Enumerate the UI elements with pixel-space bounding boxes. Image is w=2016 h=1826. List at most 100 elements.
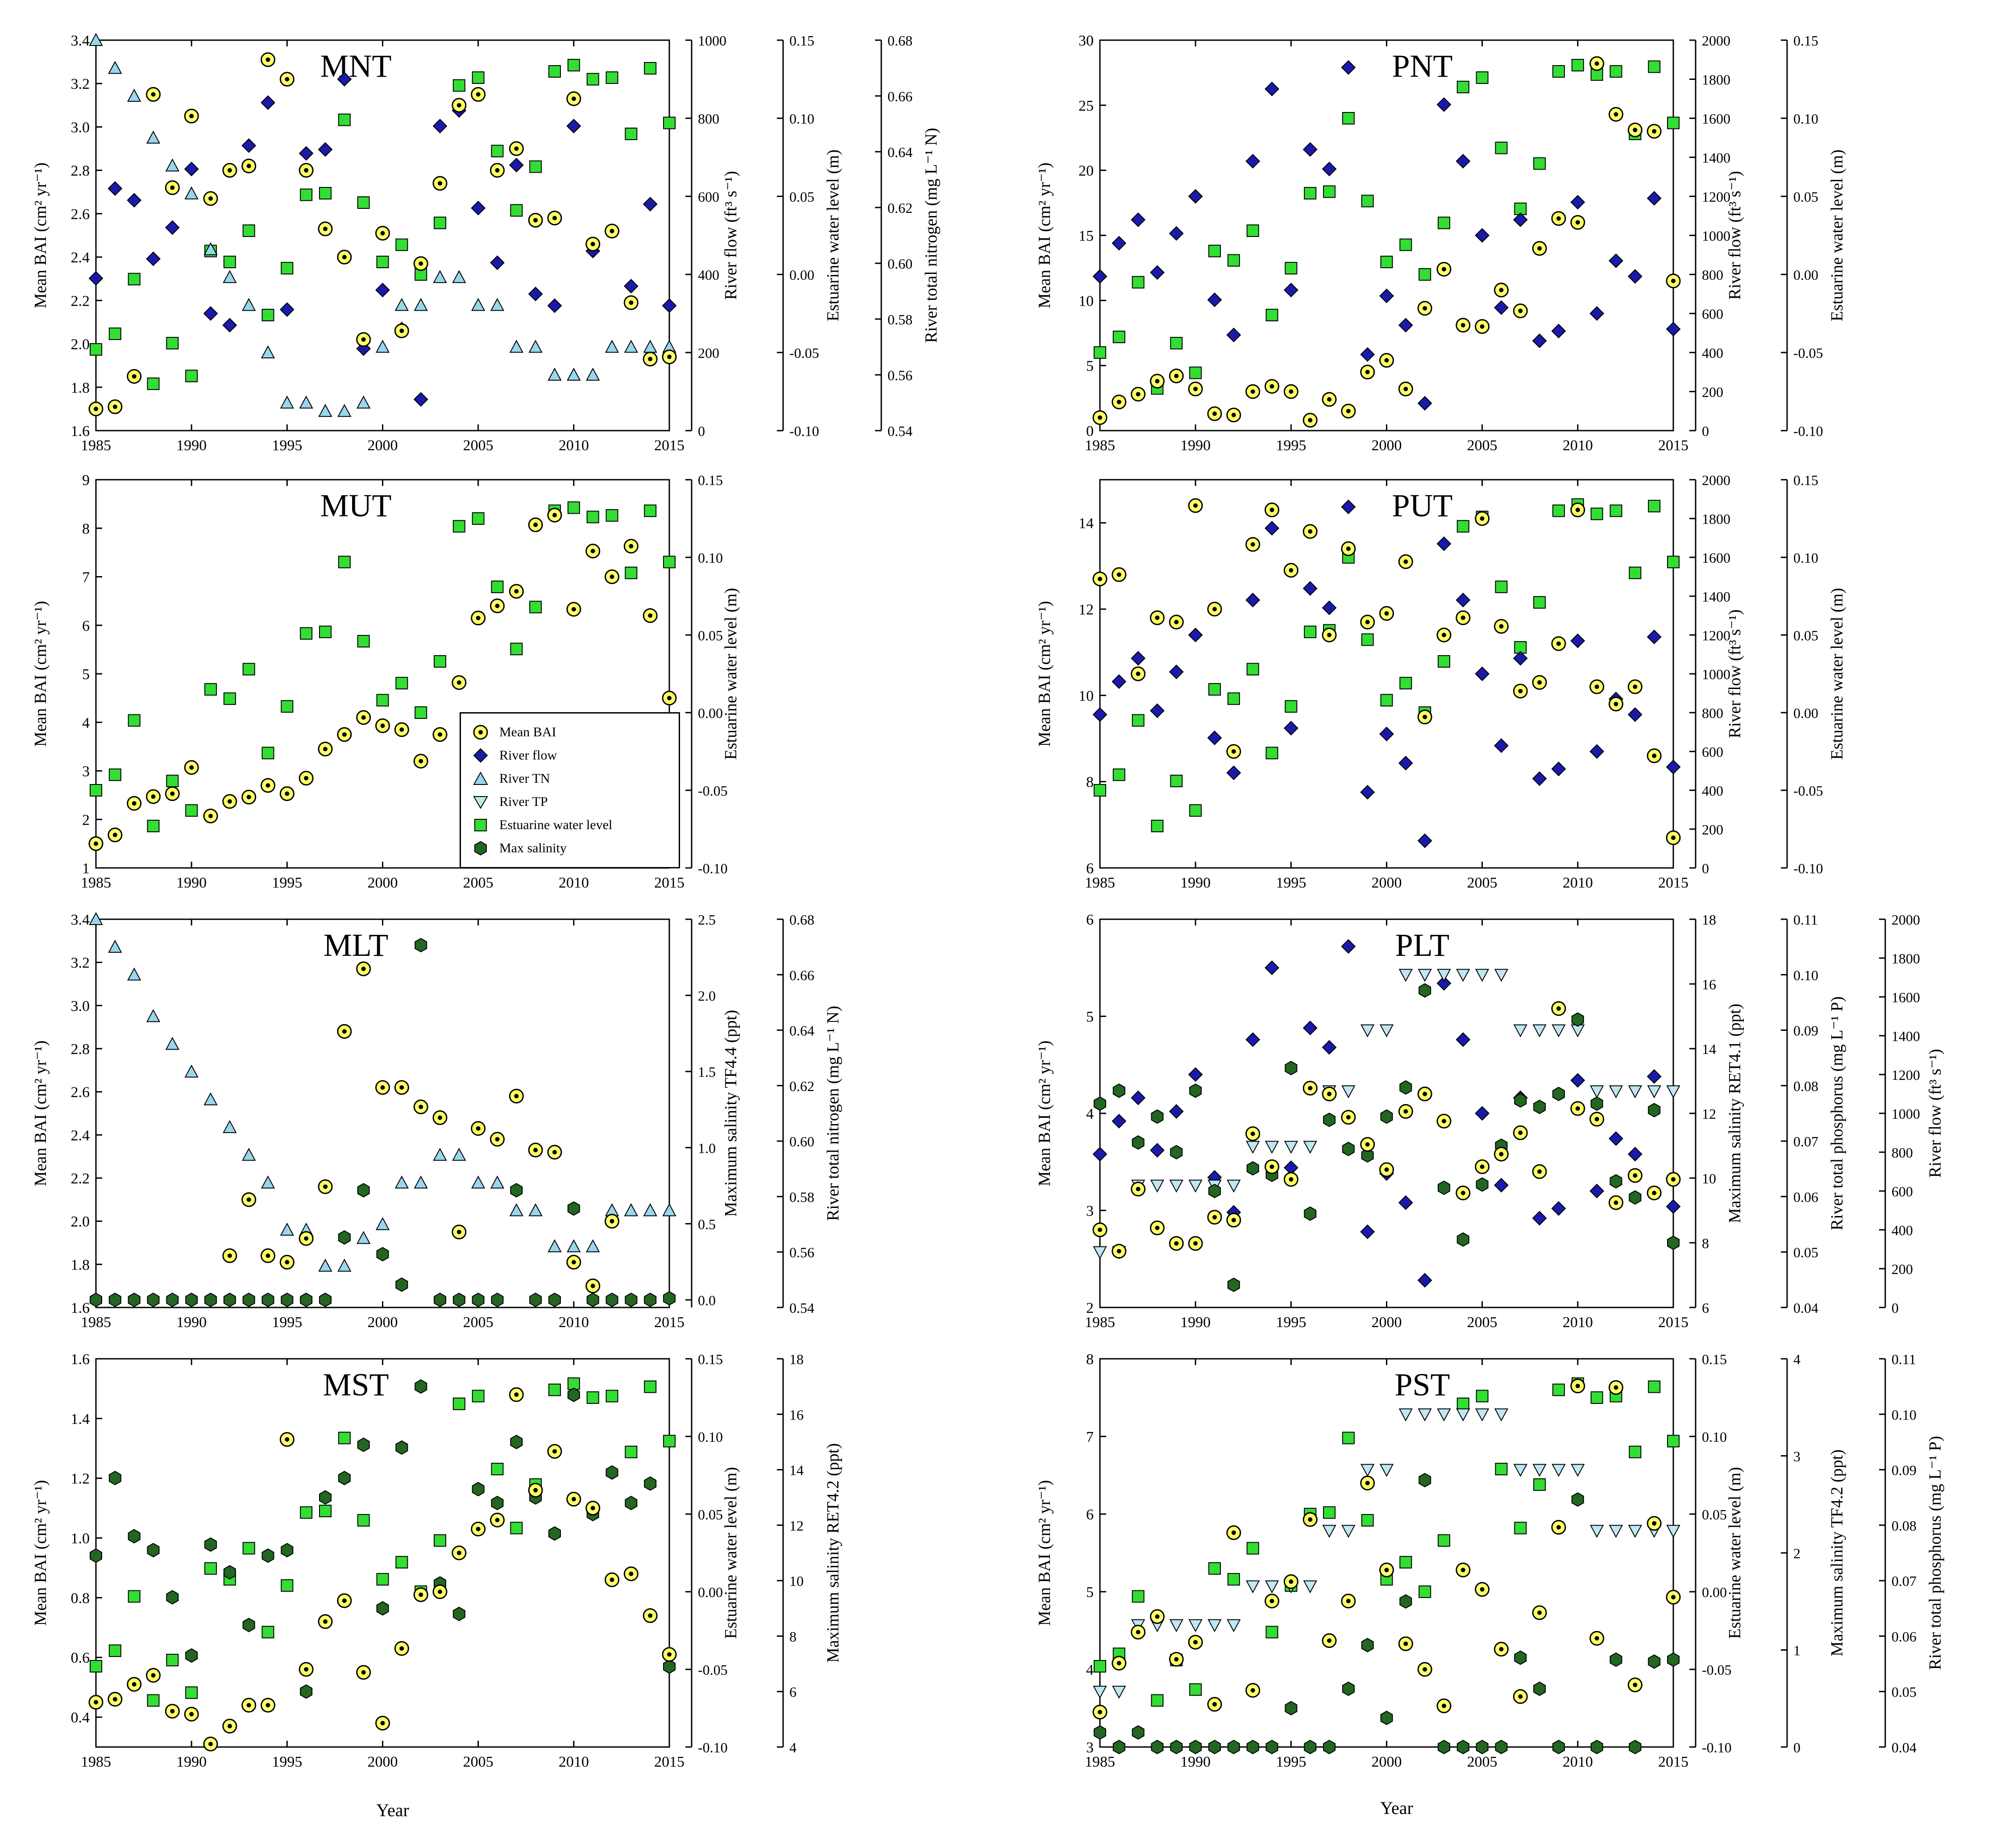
right-axis-tick-label: 0.60: [789, 1133, 814, 1150]
river-flow-point: [1226, 765, 1241, 780]
right-axis-tick-label: -0.05: [698, 1662, 728, 1678]
river-tn-point: [433, 270, 447, 283]
mean-bai-point-center: [1652, 1191, 1657, 1195]
river-flow-point: [261, 95, 275, 110]
water-level-point: [510, 643, 523, 656]
right-axis-tick-label: 1200: [1702, 189, 1730, 205]
water-level-point: [491, 1463, 504, 1476]
x-tick-label: 2000: [1372, 1754, 1402, 1770]
panel-title: MLT: [324, 927, 388, 963]
max-salinity-point: [1208, 1739, 1221, 1755]
river-flow-point: [1494, 1178, 1509, 1193]
mean-bai-point-center: [1098, 1228, 1102, 1232]
right-axis-tick-label: 8: [1702, 1235, 1709, 1251]
max-salinity-point: [1285, 1701, 1298, 1716]
water-level-point: [1495, 141, 1508, 154]
river-tn-point: [223, 1120, 237, 1133]
water-level-point: [395, 676, 408, 689]
y-tick-label: 2.6: [71, 206, 90, 223]
water-level-point: [1227, 1573, 1240, 1586]
x-tick-label: 2010: [559, 1314, 589, 1331]
mean-bai-point-center: [571, 96, 576, 101]
water-level-point: [472, 1390, 485, 1403]
river-tp-point: [1207, 1619, 1222, 1632]
water-level-point: [1208, 245, 1221, 257]
river-tp-point: [1666, 1525, 1680, 1538]
river-tp-point: [1398, 1408, 1413, 1422]
mean-bai-point-center: [1308, 1086, 1313, 1091]
river-flow-point: [509, 158, 524, 173]
right-axis-tick-label: 0.07: [1892, 1573, 1916, 1589]
river-tp-point: [1571, 1464, 1585, 1477]
river-flow-point: [623, 278, 639, 294]
water-level-point: [128, 714, 141, 727]
max-salinity-point: [625, 1495, 638, 1511]
max-salinity-point: [1132, 1135, 1145, 1150]
mean-bai-point-center: [590, 241, 595, 246]
panel-title: MUT: [320, 488, 392, 523]
river-tp-point: [1609, 1085, 1623, 1099]
mean-bai-point-center: [648, 613, 653, 618]
mean-bai-point-center: [1633, 1682, 1638, 1687]
max-salinity-point: [644, 1292, 657, 1307]
mean-bai-point-center: [1423, 306, 1427, 311]
water-level-point: [1304, 187, 1317, 199]
mean-bai-point-center: [1116, 1249, 1121, 1253]
max-salinity-point: [319, 1292, 332, 1307]
river-tn-point: [490, 298, 505, 311]
mean-bai-point-center: [1098, 577, 1102, 581]
max-salinity-point: [1419, 983, 1431, 998]
mean-bai-point-center: [1633, 128, 1638, 133]
water-level-point: [147, 378, 160, 390]
river-flow-point: [1265, 521, 1279, 536]
x-tick-label: 2010: [559, 437, 589, 454]
water-level-point: [281, 262, 294, 274]
right-axis-tick-label: 0.04: [1793, 1300, 1818, 1316]
river-tp-point: [1112, 1685, 1126, 1699]
water-level-point: [606, 71, 618, 84]
max-salinity-point: [1533, 1681, 1546, 1696]
river-tn-point: [394, 1175, 409, 1189]
river-tn-point: [261, 345, 275, 358]
max-salinity-point: [1304, 1206, 1317, 1221]
river-flow-point: [1245, 593, 1261, 608]
mean-bai-point-center: [1518, 1694, 1523, 1699]
mean-bai-point-center: [1652, 753, 1657, 758]
max-salinity-point: [281, 1292, 294, 1307]
max-salinity-point: [1514, 1650, 1527, 1665]
river-flow-point: [1322, 1040, 1337, 1055]
mean-bai-point-center: [342, 255, 347, 260]
mean-bai-point-center: [304, 1667, 309, 1672]
water-level-point: [108, 768, 121, 781]
mean-bai-point-center: [1155, 615, 1160, 620]
mean-bai-point-center: [1136, 392, 1141, 397]
water-level-point: [1227, 692, 1240, 705]
right-axis-tick-label: 0.00: [698, 1584, 723, 1600]
right-axis-tick-label: 0.0: [698, 1292, 716, 1308]
river-flow-point: [1245, 1032, 1261, 1047]
mean-bai-point-center: [1614, 1385, 1618, 1390]
river-tp-point: [1093, 1685, 1107, 1699]
river-tn-point: [452, 1148, 466, 1161]
mean-bai-point-center: [1327, 397, 1332, 402]
water-level-point: [1590, 68, 1603, 81]
legend-label: Estuarine water level: [499, 818, 613, 832]
max-salinity-point: [376, 1247, 389, 1262]
water-level-point: [338, 113, 351, 126]
y-tick-label: 6: [1086, 1506, 1094, 1523]
y-tick-label: 4: [82, 715, 90, 731]
river-flow-point: [241, 138, 257, 153]
water-level-point: [90, 1660, 102, 1673]
river-flow-point: [1303, 581, 1318, 596]
series-level: [90, 501, 676, 833]
right-axis-tick-label: 0.00: [1702, 1584, 1727, 1600]
water-level-point: [529, 601, 542, 614]
water-level-point: [452, 1397, 465, 1410]
max-salinity-point: [472, 1292, 485, 1307]
water-level-point: [338, 556, 351, 569]
right-axis-tick-label: 12: [1702, 1106, 1716, 1122]
mean-bai-point-center: [399, 727, 404, 732]
x-tick-label: 1995: [1276, 875, 1306, 891]
max-salinity-point: [1419, 1473, 1431, 1488]
river-tn-point: [89, 33, 103, 46]
